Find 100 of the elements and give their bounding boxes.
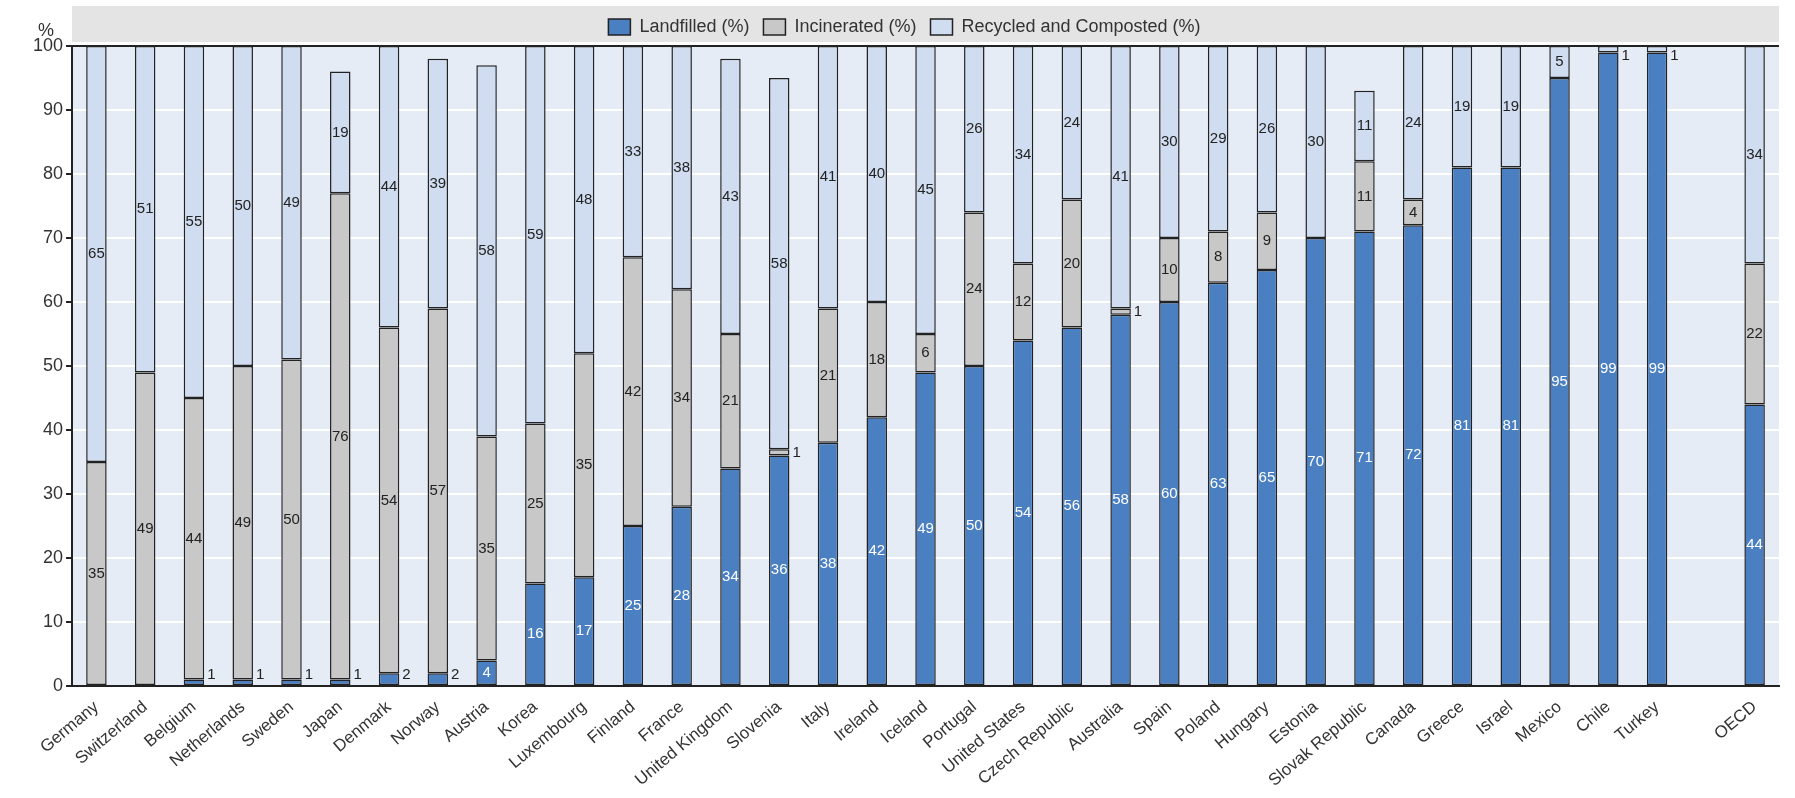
data-label: 45 [917, 180, 934, 198]
data-label: 19 [1502, 96, 1520, 114]
data-label: 50 [234, 196, 252, 214]
legend-label: Recycled and Composted (%) [961, 15, 1201, 36]
data-label: 95 [1551, 371, 1568, 389]
y-tick-label: 20 [43, 546, 64, 567]
data-label: 65 [88, 244, 105, 262]
data-label: 20 [1063, 253, 1081, 271]
data-label: 76 [331, 426, 349, 444]
data-label: 21 [819, 365, 837, 383]
data-label: 50 [965, 515, 983, 533]
data-label: 29 [1209, 128, 1227, 146]
data-label: 24 [1063, 112, 1081, 130]
data-label: 99 [1599, 358, 1617, 376]
data-label: 54 [1014, 502, 1032, 520]
data-label: 63 [1209, 474, 1227, 492]
data-label: 4 [1409, 202, 1418, 220]
data-label: 25 [527, 493, 544, 511]
x-tick-label: Italy [797, 696, 834, 732]
data-label: 54 [380, 490, 398, 508]
data-label: 59 [527, 224, 544, 242]
data-label: 2 [451, 665, 460, 683]
data-label: 1 [255, 665, 265, 683]
data-label: 24 [1404, 112, 1422, 130]
data-label: 34 [673, 388, 691, 406]
y-tick-label: 90 [43, 98, 64, 119]
data-label: 99 [1648, 358, 1666, 376]
data-label: 40 [868, 164, 886, 182]
data-label: 58 [770, 253, 788, 271]
data-label: 2 [402, 665, 411, 683]
y-tick-label: 60 [43, 290, 64, 311]
data-label: 65 [1258, 467, 1276, 485]
data-label: 44 [380, 176, 398, 194]
data-label: 58 [1112, 490, 1129, 508]
data-label: 8 [1213, 247, 1223, 265]
data-label: 34 [1014, 144, 1032, 162]
data-label: 1 [1133, 301, 1143, 319]
y-tick-label: 30 [43, 482, 64, 503]
x-tick-label: Chile [1572, 696, 1614, 737]
data-label: 1 [792, 442, 801, 460]
data-label: 81 [1453, 416, 1471, 434]
data-label: 6 [921, 343, 930, 361]
data-label: 39 [429, 173, 447, 191]
data-label: 30 [1307, 132, 1325, 150]
data-label: 58 [478, 240, 495, 258]
data-label: 49 [234, 512, 252, 530]
data-label: 35 [575, 455, 593, 473]
data-label: 81 [1502, 416, 1520, 434]
data-label: 55 [185, 212, 203, 230]
data-label: 38 [673, 157, 691, 175]
y-tick-label: 70 [43, 226, 64, 247]
data-label: 1 [1621, 46, 1630, 64]
data-label: 26 [965, 119, 983, 137]
data-label: 19 [331, 122, 349, 140]
data-label: 49 [136, 518, 154, 536]
y-tick-label: 80 [43, 162, 64, 183]
data-label: 10 [1161, 260, 1178, 278]
data-label: 41 [819, 167, 837, 185]
y-tick-label: 50 [43, 354, 64, 375]
data-label: 36 [770, 560, 788, 578]
data-label: 72 [1404, 445, 1422, 463]
data-label: 70 [1307, 451, 1325, 469]
data-label: 28 [673, 586, 691, 604]
data-label: 60 [1161, 483, 1178, 501]
data-label: 57 [429, 480, 447, 498]
data-label: 33 [624, 141, 642, 159]
legend-label: Landfilled (%) [639, 15, 750, 36]
legend-label: Incinerated (%) [794, 15, 917, 36]
data-label: 56 [1063, 496, 1081, 514]
data-label: 1 [353, 665, 362, 683]
data-label: 18 [868, 349, 886, 367]
data-label: 12 [1014, 292, 1032, 310]
data-label: 16 [527, 624, 544, 642]
data-label: 44 [185, 528, 203, 546]
y-tick-label: 0 [53, 674, 64, 695]
data-label: 42 [868, 541, 886, 559]
data-label: 35 [88, 563, 105, 581]
y-tick-label: 40 [43, 418, 64, 439]
data-label: 43 [722, 186, 739, 204]
data-label: 21 [722, 391, 739, 409]
data-label: 35 [478, 538, 495, 556]
data-label: 11 [1356, 186, 1373, 204]
data-label: 34 [1746, 144, 1763, 162]
data-label: 49 [283, 192, 300, 210]
data-label: 5 [1555, 52, 1564, 70]
data-label: 1 [207, 665, 216, 683]
data-label: 11 [1356, 116, 1373, 134]
data-label: 30 [1161, 132, 1178, 150]
data-label: 42 [624, 381, 642, 399]
data-label: 50 [283, 509, 300, 527]
data-label: 22 [1746, 324, 1763, 342]
data-label: 17 [575, 621, 593, 639]
data-label: 49 [917, 518, 934, 536]
data-label: 9 [1262, 231, 1272, 249]
data-label: 41 [1112, 167, 1129, 185]
data-label: 44 [1746, 534, 1763, 552]
data-label: 38 [819, 554, 837, 572]
data-label: 26 [1258, 119, 1276, 137]
data-label: 1 [304, 665, 314, 683]
data-label: 25 [624, 595, 642, 613]
